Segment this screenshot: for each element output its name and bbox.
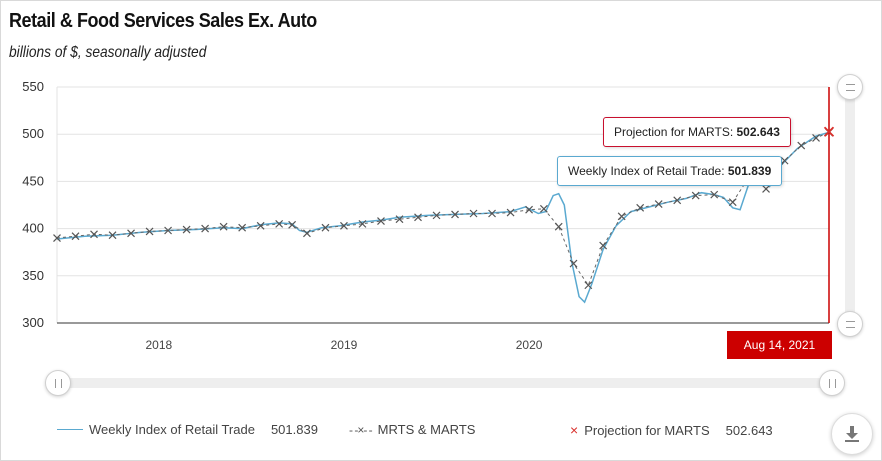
mrts-point-marker [71,232,80,241]
mrts-point-marker [673,196,682,205]
mrts-point-marker [90,230,98,239]
mrts-point-marker [488,209,496,218]
mrts-point-marker [506,208,515,217]
mrts-point-marker [395,215,404,224]
legend-x-swatch: × [570,422,579,438]
chart-title: Retail & Food Services Sales Ex. Auto [9,10,317,32]
tooltip-projection: Projection for MARTS: 502.643 [603,117,791,147]
horizontal-scrollbar[interactable] [55,378,833,388]
mrts-point-marker [569,259,578,268]
x-tick-label: 2019 [331,338,358,352]
y-axis-ticks: 300 350 400 450 500 550 [22,79,44,330]
mrts-point-marker [127,229,135,238]
mrts-point-marker [636,203,645,212]
mrts-point-marker [654,200,663,208]
mrts-point-marker [201,224,210,233]
legend-item-weekly-index[interactable]: Weekly Index of Retail Trade 501.839 [57,422,318,437]
crosshair-date-badge: Aug 14, 2021 [727,331,832,359]
mrts-point-marker [728,198,737,207]
mrts-point-marker [617,212,626,221]
tooltip-weekly-label: Weekly Index of Retail Trade: [568,164,728,178]
mrts-point-marker [238,223,247,232]
mrts-point-marker [599,241,608,250]
y-tick-label: 550 [22,79,44,94]
y-tick-label: 350 [22,268,44,283]
mrts-point-marker [256,221,265,230]
mrts-point-marker [377,217,385,225]
tooltip-weekly-value: 501.839 [727,164,772,178]
mrts-point-marker [358,219,367,228]
mrts-point-marker [275,219,284,228]
mrts-point-marker [710,190,719,199]
x-tick-label: 2020 [516,338,543,352]
mrts-point-marker [53,234,61,242]
mrts-point-marker [182,225,191,234]
y-tick-label: 300 [22,315,44,330]
tooltip-weekly-index: Weekly Index of Retail Trade: 501.839 [557,156,783,186]
grip-icon [828,378,836,388]
projection-markers [823,126,835,137]
tooltip-projection-value: 502.643 [736,125,780,139]
mrts-point-marker [812,134,820,142]
legend-value: 502.643 [725,422,773,438]
mrts-point-marker [219,222,228,231]
horizontal-scroll-handle-right[interactable] [819,370,845,396]
mrts-point-marker [303,229,311,238]
mrts-point-marker [584,281,593,290]
mrts-point-marker [780,156,789,165]
mrts-point-marker [288,220,297,229]
mrts-point-marker [691,191,700,200]
legend-value: 501.839 [270,422,318,437]
mrts-point-marker [451,210,459,219]
legend-label: Projection for MARTS [584,422,710,438]
legend-line-swatch [57,429,83,430]
legend-label: MRTS & MARTS [377,422,476,437]
x-axis-ticks: 2018 2019 2020 [145,338,542,352]
mrts-point-marker [762,185,770,193]
mrts-point-marker [145,227,154,236]
projection-point-marker [823,126,835,137]
y-tick-label: 400 [22,221,44,236]
mrts-point-marker [414,213,422,222]
download-icon [845,426,859,442]
mrts-point-marker [554,222,563,231]
mrts-point-marker [469,209,478,218]
grip-icon [54,378,62,388]
series-line-weekly-index [56,131,830,304]
legend-item-mrts[interactable]: - -×- - MRTS & MARTS [349,422,475,437]
mrts-point-marker [797,141,806,150]
vertical-scrollbar[interactable] [845,80,855,328]
vertical-scroll-handle-bottom[interactable] [837,311,863,337]
mrts-point-marker [432,211,441,220]
mrts-point-marker [108,231,117,240]
mrts-point-marker [164,226,173,235]
chart-subtitle: billions of $, seasonally adjusted [9,44,207,61]
mrts-point-marker [321,223,330,232]
y-tick-label: 450 [22,173,44,188]
grip-icon [845,320,855,328]
x-tick-label: 2018 [145,338,172,352]
mrts-point-marker [340,221,348,230]
download-button[interactable] [831,413,873,455]
mrts-point-marker [539,204,548,213]
mrts-point-marker [525,205,534,214]
grip-icon [845,83,855,91]
legend-label: Weekly Index of Retail Trade [89,422,255,437]
vertical-scroll-handle-top[interactable] [837,74,863,100]
tooltip-projection-label: Projection for MARTS: [614,125,737,139]
y-tick-label: 500 [22,126,44,141]
legend-dash-x-swatch: - -×- - [349,422,373,437]
horizontal-scroll-handle-left[interactable] [45,370,71,396]
legend-item-projection[interactable]: × Projection for MARTS 502.643 [570,422,773,438]
